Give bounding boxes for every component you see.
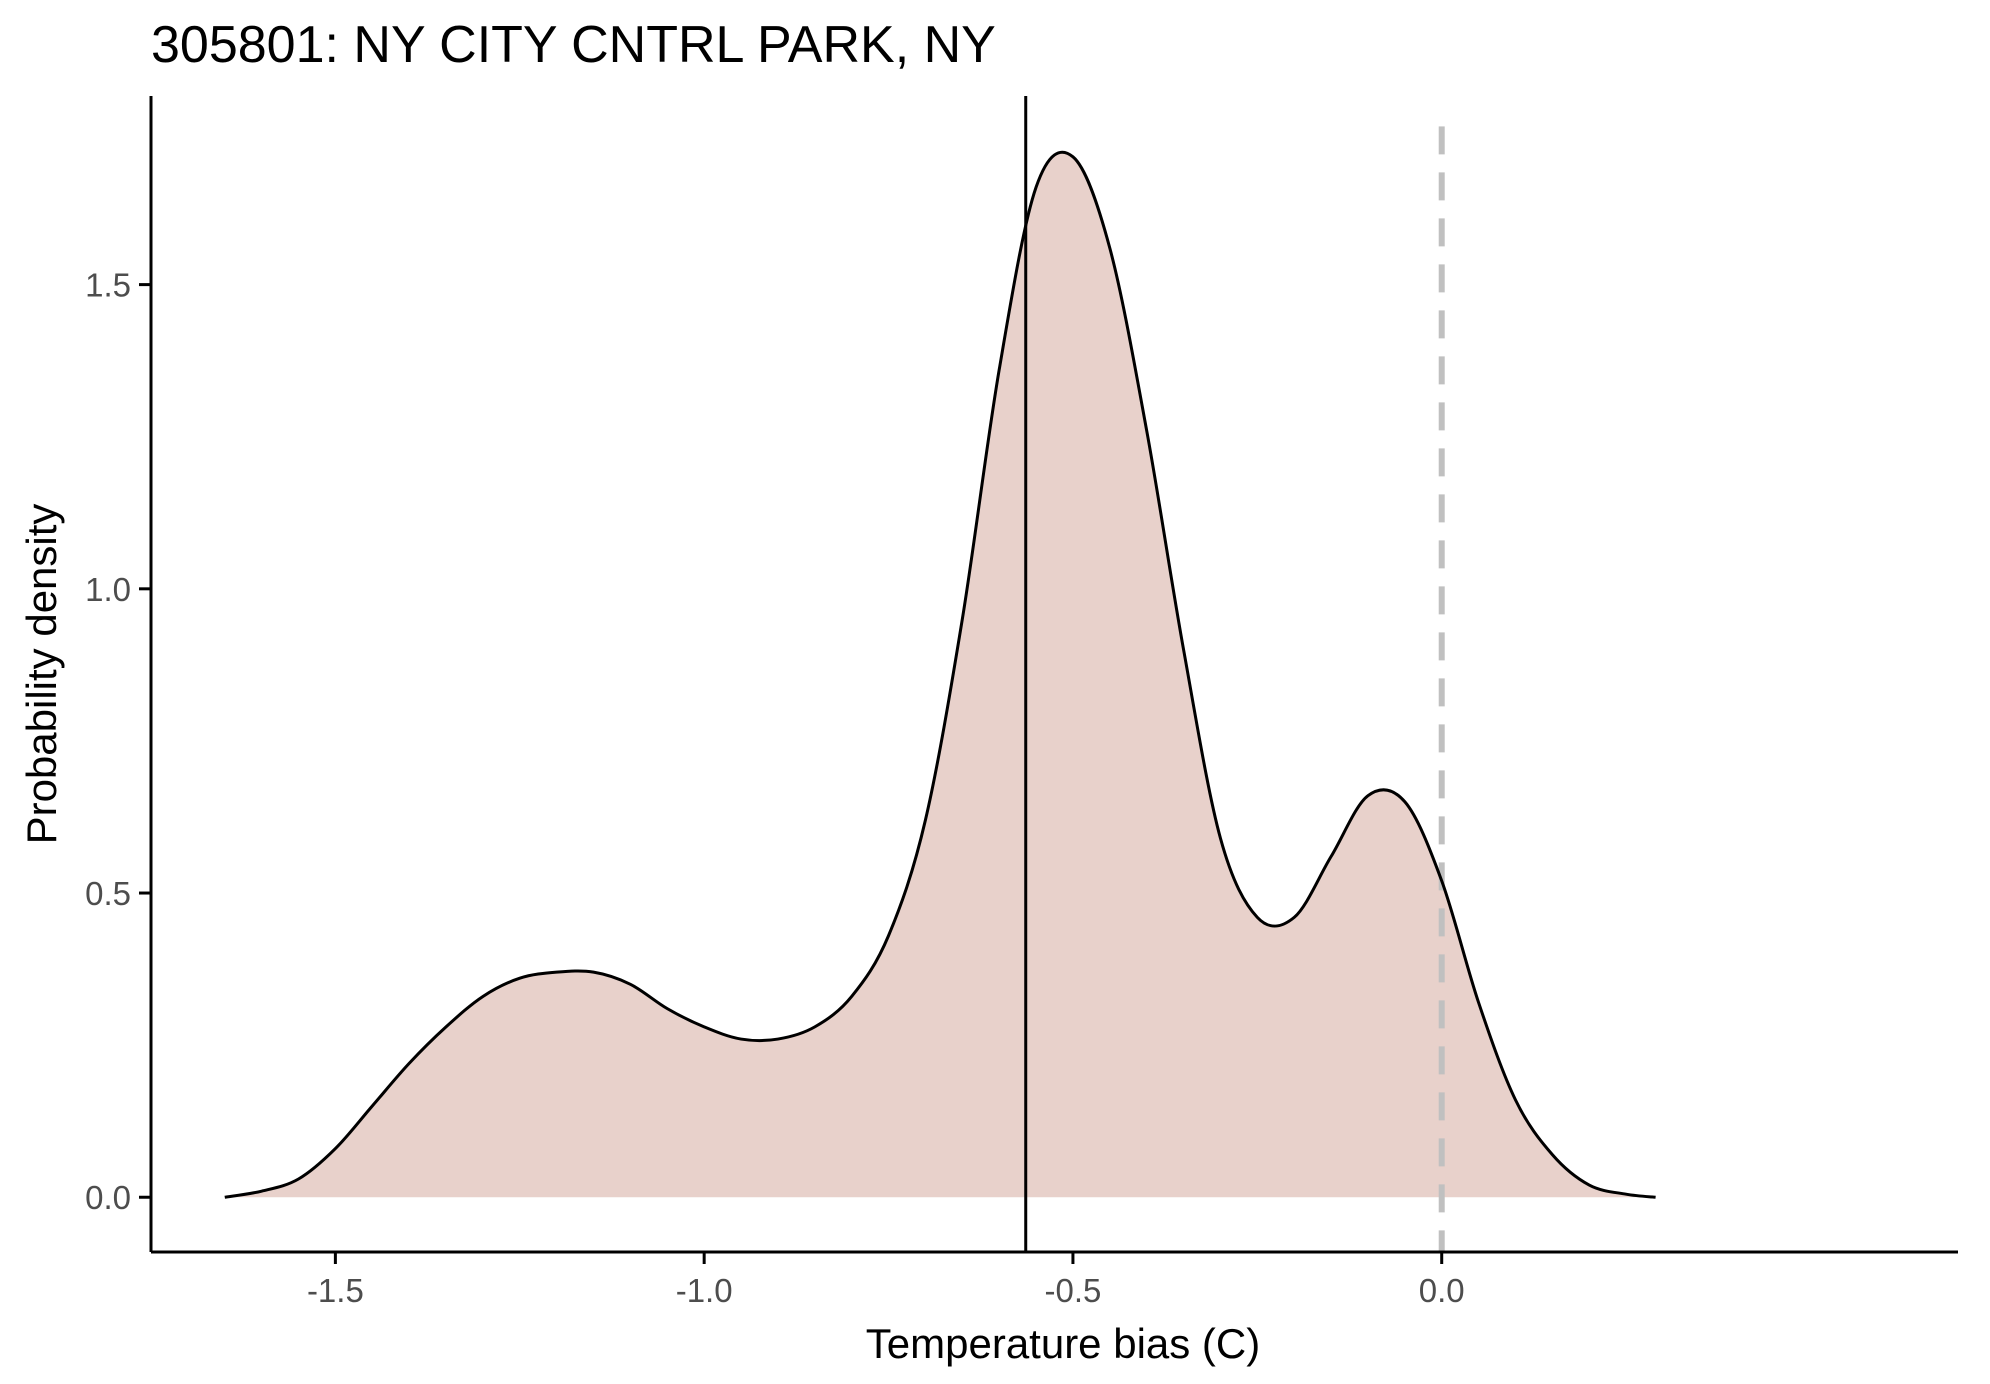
axes: -1.5 -1.0 -0.5 0.0 0.0 0.5 1.0 1.5 xyxy=(85,96,1958,1309)
y-tick-label: 1.5 xyxy=(85,267,131,304)
y-axis-label: Probability density xyxy=(18,504,65,845)
x-tick-label: -1.5 xyxy=(307,1272,364,1309)
plot-area xyxy=(224,96,1656,1252)
density-area xyxy=(224,152,1656,1198)
x-tick-label: -0.5 xyxy=(1045,1272,1102,1309)
chart-title: 305801: NY CITY CNTRL PARK, NY xyxy=(151,16,996,74)
y-tick-label: 0.0 xyxy=(85,1179,131,1216)
density-curve xyxy=(224,150,1656,1199)
x-axis-label: Temperature bias (C) xyxy=(866,1320,1260,1367)
y-tick-label: 0.5 xyxy=(85,875,131,912)
x-tick-label: 0.0 xyxy=(1419,1272,1465,1309)
x-tick-label: -1.0 xyxy=(676,1272,733,1309)
y-tick-label: 1.0 xyxy=(85,571,131,608)
